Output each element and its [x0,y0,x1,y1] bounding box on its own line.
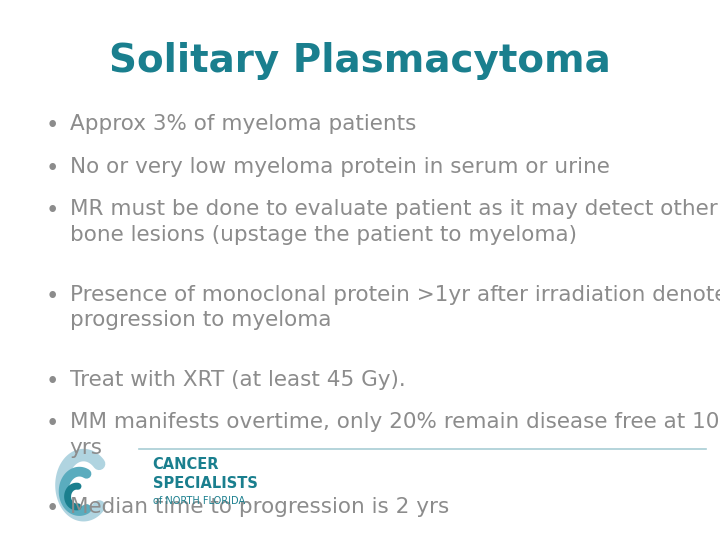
Text: •: • [46,157,59,180]
Text: •: • [46,285,59,307]
Text: SPECIALISTS: SPECIALISTS [153,476,258,491]
Text: •: • [46,369,59,393]
Text: No or very low myeloma protein in serum or urine: No or very low myeloma protein in serum … [70,157,610,177]
Text: Treat with XRT (at least 45 Gy).: Treat with XRT (at least 45 Gy). [70,369,405,389]
Text: •: • [46,114,59,138]
Text: Median time to progression is 2 yrs: Median time to progression is 2 yrs [70,497,449,517]
Text: of NORTH FLORIDA: of NORTH FLORIDA [153,496,245,506]
Text: •: • [46,199,59,222]
Text: Solitary Plasmacytoma: Solitary Plasmacytoma [109,42,611,80]
Text: •: • [46,497,59,520]
Text: MR must be done to evaluate patient as it may detect other
bone lesions (upstage: MR must be done to evaluate patient as i… [70,199,717,245]
Text: MM manifests overtime, only 20% remain disease free at 10
yrs: MM manifests overtime, only 20% remain d… [70,412,719,457]
Text: Approx 3% of myeloma patients: Approx 3% of myeloma patients [70,114,416,134]
Text: Presence of monoclonal protein >1yr after irradiation denotes
progression to mye: Presence of monoclonal protein >1yr afte… [70,285,720,330]
Text: •: • [46,412,59,435]
Text: CANCER: CANCER [153,457,219,471]
